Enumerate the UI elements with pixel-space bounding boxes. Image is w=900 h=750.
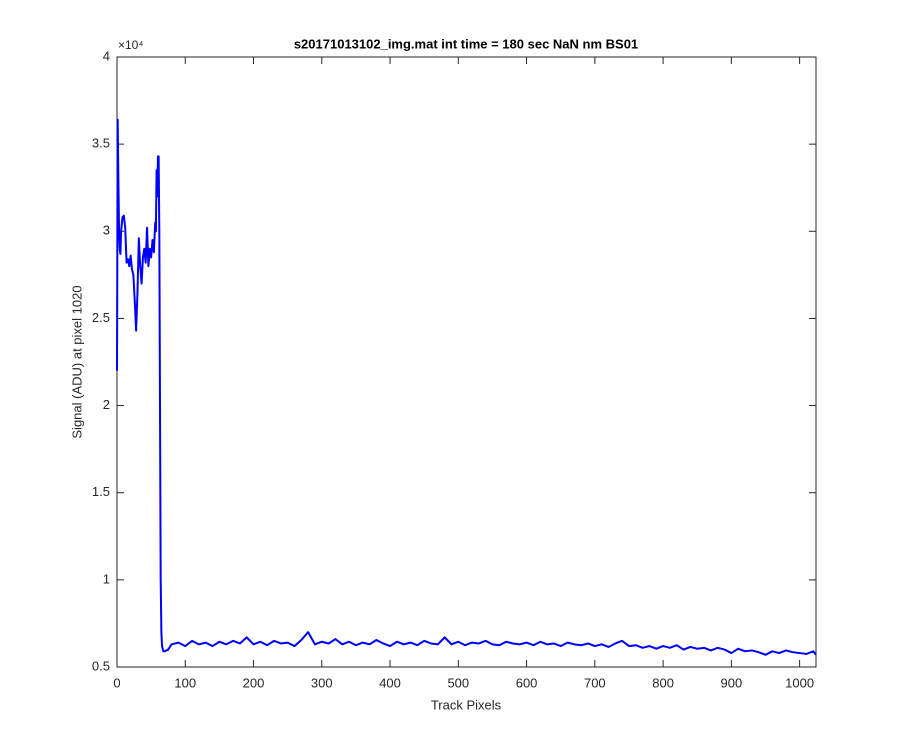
x-tick-label: 600 xyxy=(516,675,538,690)
x-tick-label: 200 xyxy=(243,675,265,690)
x-tick-label: 500 xyxy=(447,675,469,690)
x-tick-label: 800 xyxy=(652,675,674,690)
x-tick-label: 400 xyxy=(379,675,401,690)
y-tick-label: 4 xyxy=(103,48,110,63)
y-tick-label: 3 xyxy=(103,223,110,238)
y-tick-label: 1 xyxy=(103,571,110,586)
x-axis-label: Track Pixels xyxy=(431,697,502,712)
x-tick-label: 1000 xyxy=(785,675,814,690)
y-multiplier: ×10⁴ xyxy=(118,38,144,52)
y-tick-label: 3.5 xyxy=(92,136,110,151)
y-tick-label: 1.5 xyxy=(92,484,110,499)
x-tick-label: 900 xyxy=(721,675,743,690)
x-tick-label: 100 xyxy=(174,675,196,690)
x-tick-label: 700 xyxy=(584,675,606,690)
x-tick-label: 0 xyxy=(113,675,120,690)
y-tick-label: 2 xyxy=(103,397,110,412)
y-tick-label: 2.5 xyxy=(92,310,110,325)
y-axis-label: Signal (ADU) at pixel 1020 xyxy=(69,285,84,438)
x-tick-label: 300 xyxy=(311,675,333,690)
y-tick-label: 0.5 xyxy=(92,658,110,673)
data-line xyxy=(116,118,817,656)
chart-title: s20171013102_img.mat int time = 180 sec … xyxy=(294,36,638,51)
